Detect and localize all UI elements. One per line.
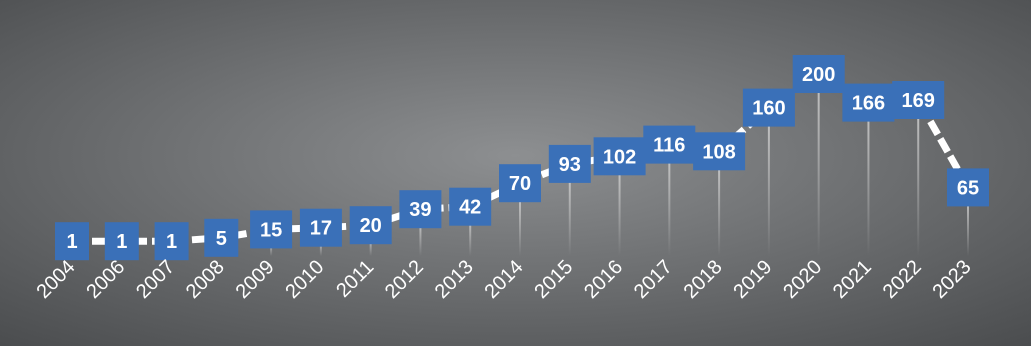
data-label-text: 5 [216,228,227,250]
data-label-box [250,210,293,249]
drop-line [618,170,621,256]
data-label-text: 116 [653,135,685,157]
data-label-text: 160 [752,98,785,120]
data-label: 42 [449,187,492,226]
data-label-box [499,164,541,203]
data-label-text: 1 [166,231,177,253]
drop-line [519,197,521,256]
data-label-text: 1 [116,231,127,253]
data-label-text: 20 [360,215,382,237]
data-label: 116 [643,125,696,164]
data-label: 5 [204,218,239,257]
data-label-box [204,218,239,257]
data-label: 102 [593,137,646,176]
data-label-box [742,88,795,127]
data-label: 160 [742,88,795,127]
data-label-text: 70 [509,173,531,195]
data-label-box [792,55,845,93]
data-label-box [643,125,696,164]
data-label-box [842,83,895,122]
data-label-text: 200 [802,64,835,86]
drop-lines [71,88,969,256]
data-label-box [399,190,442,229]
data-label: 200 [792,55,845,93]
data-label-text: 1 [66,231,77,253]
data-label: 1 [55,222,89,261]
data-label: 65 [947,168,989,207]
drop-line [419,223,422,256]
drop-line [319,241,322,256]
data-label: 108 [693,132,746,171]
drop-line [967,201,969,256]
data-label: 1 [104,222,139,261]
data-label: 39 [399,190,442,229]
data-label-box [349,206,392,245]
drop-line [568,177,571,256]
data-label: 15 [250,210,293,249]
drop-line [718,165,721,256]
data-label: 93 [548,144,591,183]
data-label-text: 93 [559,154,581,176]
drop-line [917,114,920,256]
drop-line [369,239,372,256]
data-label: 70 [499,164,541,203]
data-label-box [892,81,945,119]
data-label-box [55,222,89,261]
data-label: 169 [892,81,945,119]
drop-line [469,220,472,256]
data-label-text: 108 [702,141,735,163]
data-label-text: 65 [957,177,979,199]
data-label-text: 39 [409,199,431,221]
drop-line [767,121,770,256]
data-label-text: 17 [310,218,332,240]
data-label-box [593,137,646,176]
data-label-text: 166 [852,93,885,115]
data-label-text: 15 [260,219,282,241]
data-label-text: 169 [902,90,935,112]
data-label: 166 [842,83,895,122]
drop-line [668,158,671,256]
data-label-text: 42 [459,197,481,219]
data-label-box [154,222,189,261]
data-label-box [947,168,989,207]
data-label-box [299,208,342,247]
data-label-box [449,187,492,226]
drop-line [817,88,820,256]
drop-line [270,243,273,256]
data-label-box [548,144,591,183]
data-label: 17 [299,208,342,247]
data-label-text: 102 [603,146,636,168]
drop-line [867,116,870,256]
data-label-box [693,132,746,171]
data-label: 1 [154,222,189,261]
data-label: 20 [349,206,392,245]
data-label-box [104,222,139,261]
